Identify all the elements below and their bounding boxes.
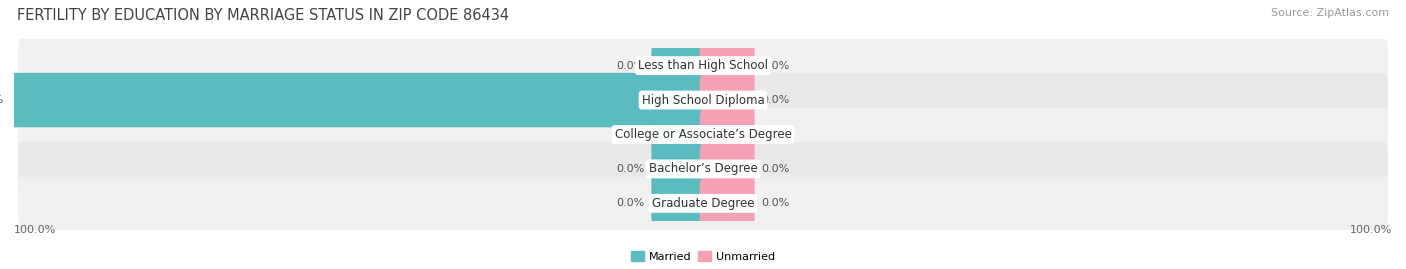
FancyBboxPatch shape: [18, 73, 1388, 127]
Text: 0.0%: 0.0%: [762, 61, 790, 71]
FancyBboxPatch shape: [18, 108, 1388, 161]
Text: 0.0%: 0.0%: [616, 198, 644, 208]
FancyBboxPatch shape: [700, 176, 755, 231]
FancyBboxPatch shape: [700, 107, 755, 162]
Text: High School Diploma: High School Diploma: [641, 94, 765, 107]
FancyBboxPatch shape: [18, 142, 1388, 196]
Legend: Married, Unmarried: Married, Unmarried: [627, 247, 779, 267]
Text: 0.0%: 0.0%: [762, 95, 790, 105]
Text: 0.0%: 0.0%: [762, 164, 790, 174]
Text: 0.0%: 0.0%: [616, 129, 644, 140]
Text: 100.0%: 100.0%: [0, 95, 4, 105]
Text: College or Associate’s Degree: College or Associate’s Degree: [614, 128, 792, 141]
Text: 0.0%: 0.0%: [616, 164, 644, 174]
Text: 100.0%: 100.0%: [14, 225, 56, 235]
Text: Bachelor’s Degree: Bachelor’s Degree: [648, 162, 758, 175]
Text: Graduate Degree: Graduate Degree: [652, 197, 754, 210]
FancyBboxPatch shape: [700, 142, 755, 196]
Text: FERTILITY BY EDUCATION BY MARRIAGE STATUS IN ZIP CODE 86434: FERTILITY BY EDUCATION BY MARRIAGE STATU…: [17, 8, 509, 23]
FancyBboxPatch shape: [11, 73, 706, 127]
Text: Less than High School: Less than High School: [638, 59, 768, 72]
FancyBboxPatch shape: [651, 176, 706, 231]
FancyBboxPatch shape: [700, 73, 755, 127]
Text: Source: ZipAtlas.com: Source: ZipAtlas.com: [1271, 8, 1389, 18]
FancyBboxPatch shape: [700, 38, 755, 93]
Text: 0.0%: 0.0%: [616, 61, 644, 71]
Text: 0.0%: 0.0%: [762, 198, 790, 208]
FancyBboxPatch shape: [651, 38, 706, 93]
Text: 100.0%: 100.0%: [1350, 225, 1392, 235]
FancyBboxPatch shape: [651, 142, 706, 196]
FancyBboxPatch shape: [651, 107, 706, 162]
FancyBboxPatch shape: [18, 176, 1388, 230]
Text: 0.0%: 0.0%: [762, 129, 790, 140]
FancyBboxPatch shape: [18, 39, 1388, 93]
